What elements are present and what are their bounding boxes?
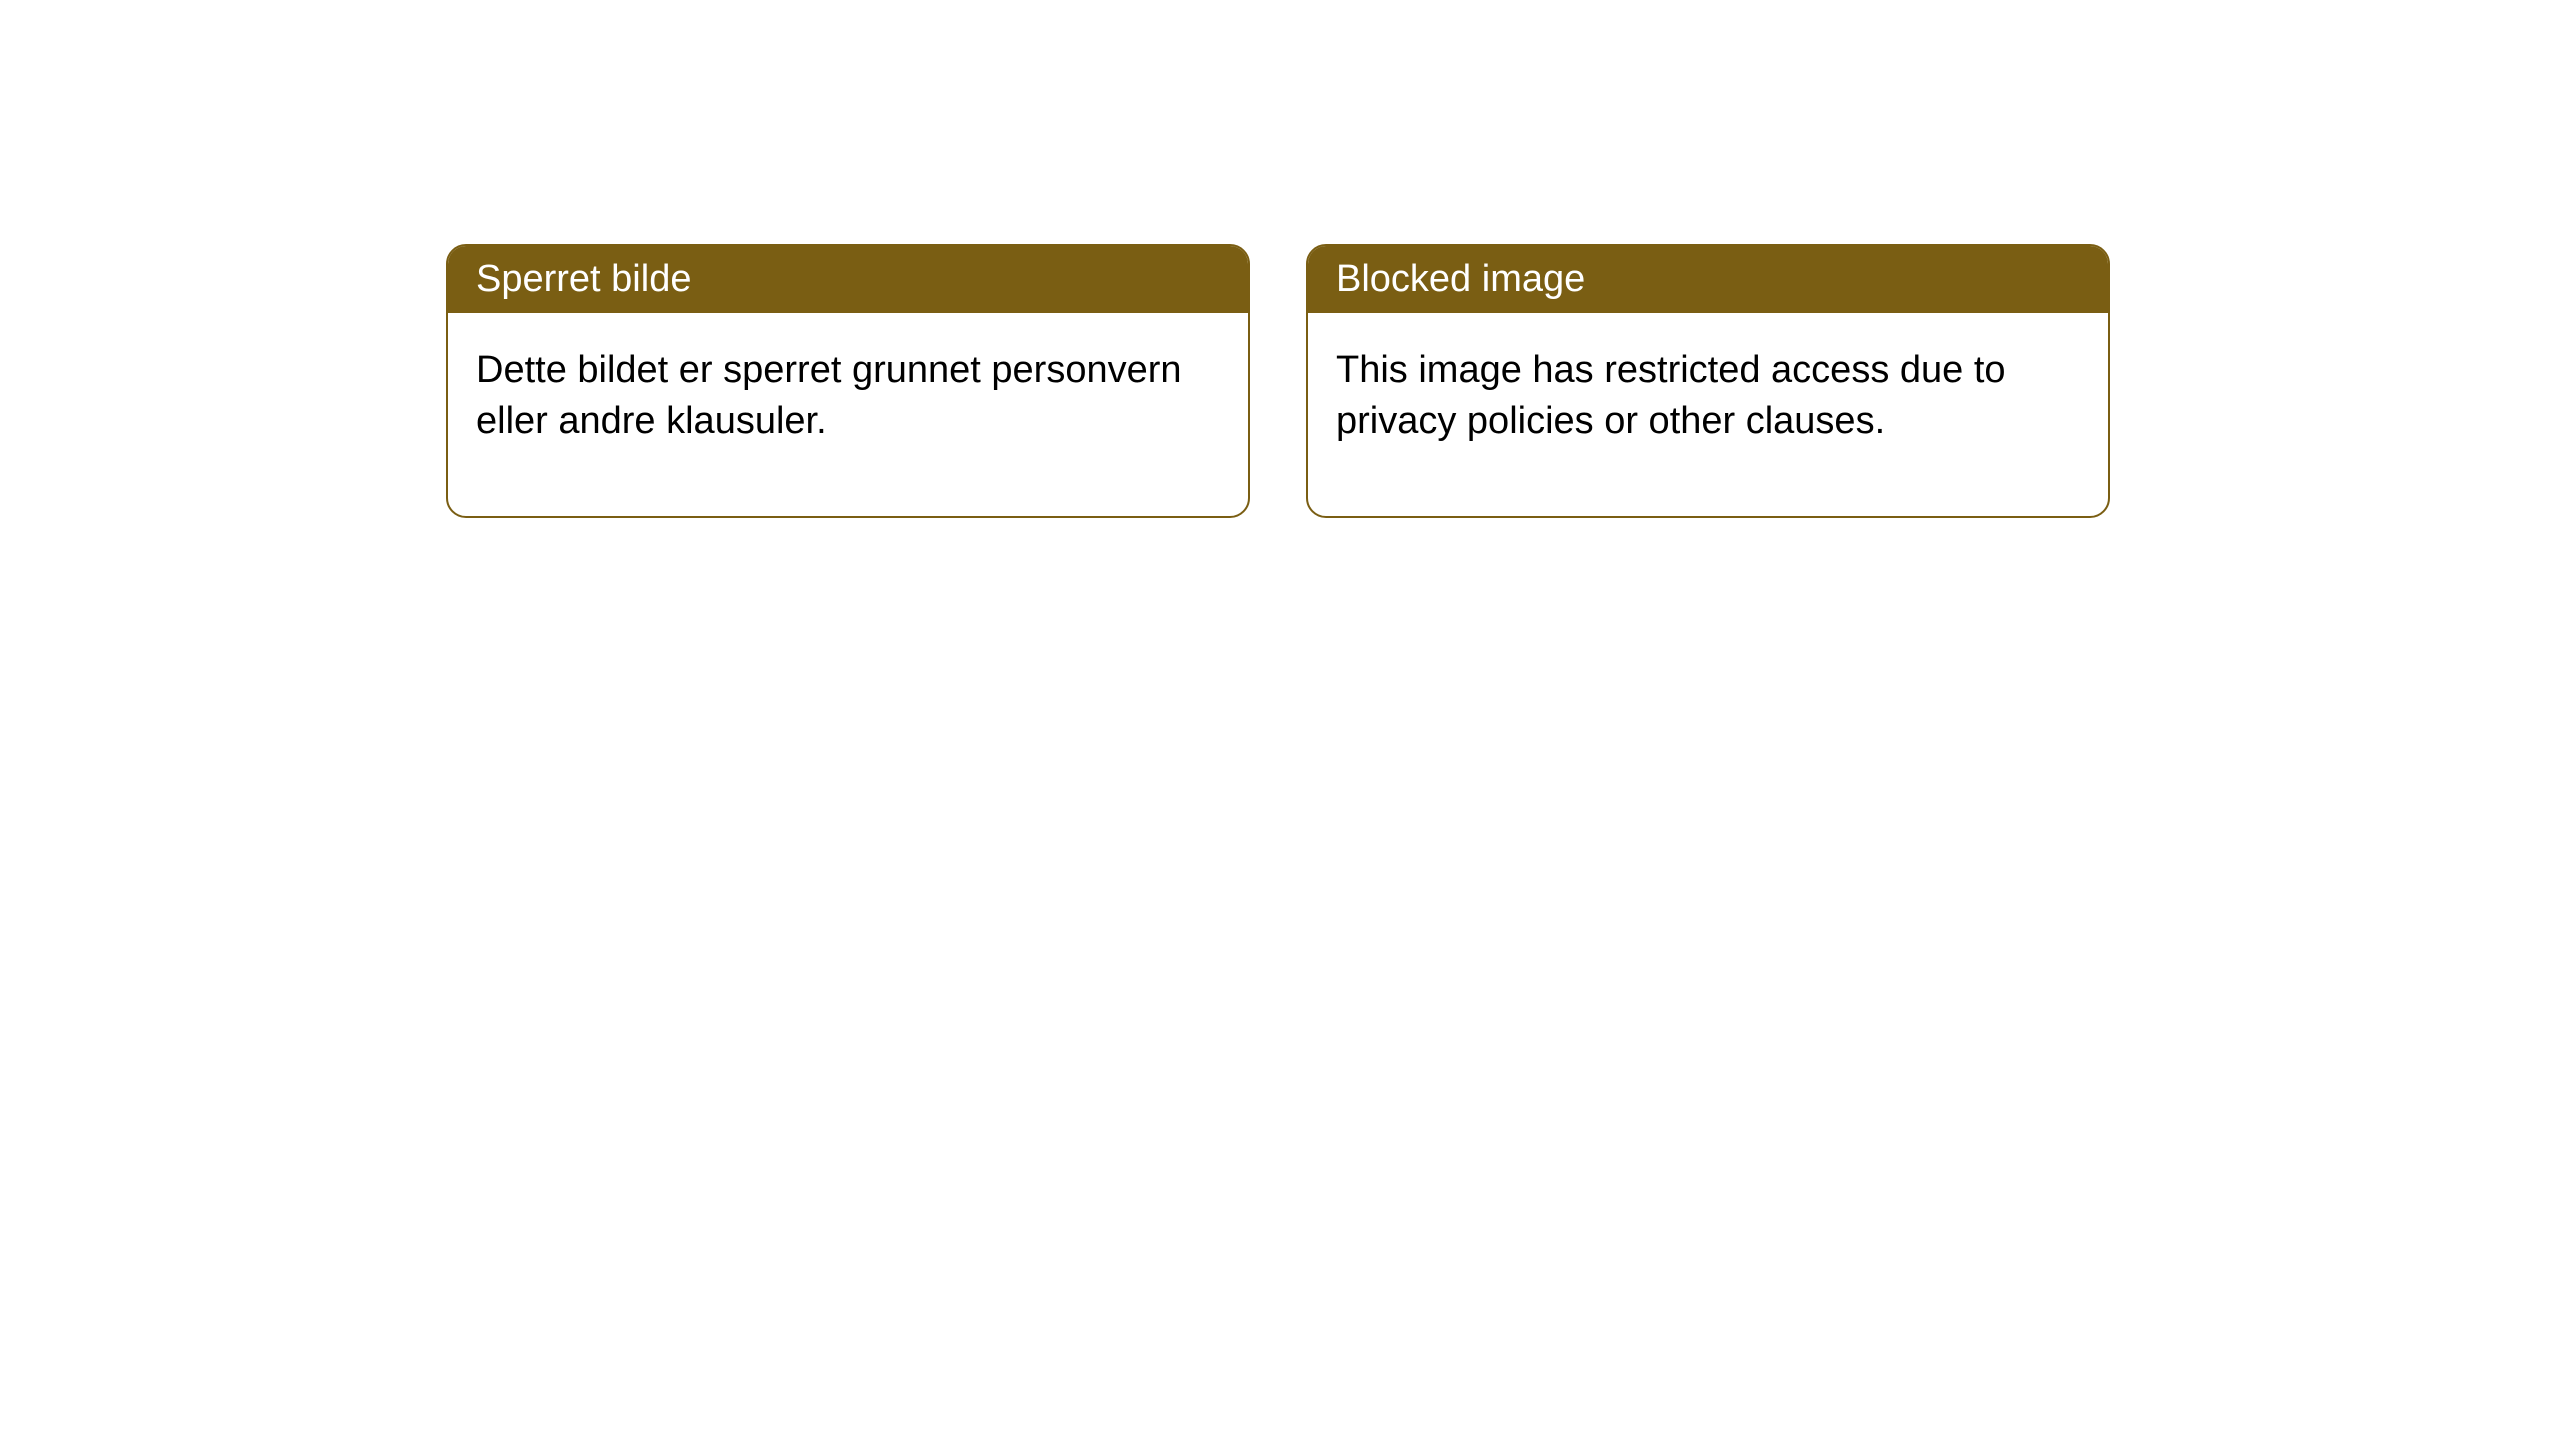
card-header: Sperret bilde bbox=[448, 246, 1248, 313]
card-header: Blocked image bbox=[1308, 246, 2108, 313]
card-body: Dette bildet er sperret grunnet personve… bbox=[448, 313, 1248, 516]
card-header-title: Blocked image bbox=[1336, 258, 1585, 300]
notice-container: Sperret bilde Dette bildet er sperret gr… bbox=[0, 0, 2560, 518]
card-body-text: This image has restricted access due to … bbox=[1336, 349, 2006, 442]
card-body-text: Dette bildet er sperret grunnet personve… bbox=[476, 349, 1182, 442]
card-body: This image has restricted access due to … bbox=[1308, 313, 2108, 516]
blocked-image-card-norwegian: Sperret bilde Dette bildet er sperret gr… bbox=[446, 244, 1250, 518]
blocked-image-card-english: Blocked image This image has restricted … bbox=[1306, 244, 2110, 518]
card-header-title: Sperret bilde bbox=[476, 258, 691, 300]
